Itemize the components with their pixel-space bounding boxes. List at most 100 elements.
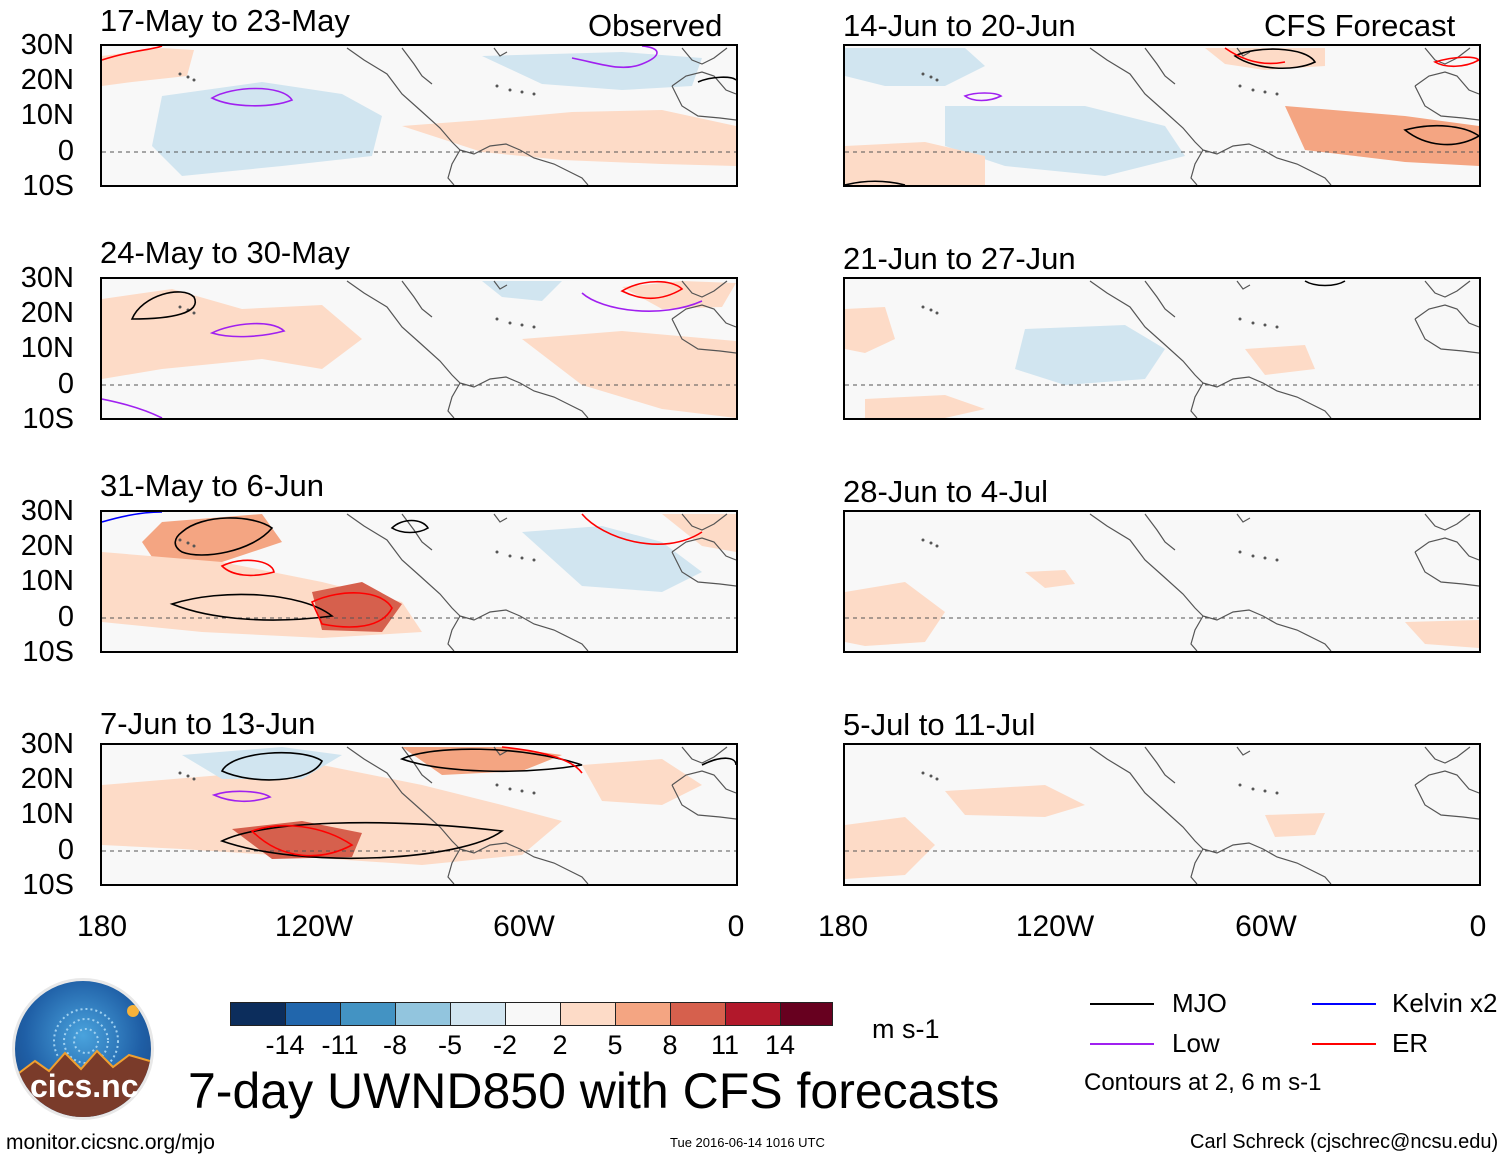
wind-anomaly-shading	[232, 821, 362, 859]
map-graphic	[845, 47, 1479, 185]
wave-contour	[209, 322, 286, 338]
island	[520, 90, 524, 94]
lat-label-10n: 10N	[20, 798, 74, 830]
cicsnc-logo	[12, 978, 154, 1120]
island	[508, 321, 512, 325]
island	[520, 789, 524, 793]
coastline	[346, 280, 461, 384]
coastline	[1236, 47, 1251, 57]
island	[508, 88, 512, 92]
coastline	[1414, 537, 1479, 561]
coastline	[1144, 47, 1176, 85]
island	[178, 771, 182, 775]
colorbar-tick: 11	[710, 1030, 740, 1060]
island	[186, 774, 190, 778]
map-graphic	[845, 280, 1479, 418]
wind-anomaly-shading	[1285, 106, 1479, 166]
wave-contour	[701, 757, 736, 766]
coastline	[346, 47, 461, 151]
map-panel-fcst-2	[843, 277, 1481, 420]
map-graphic	[102, 512, 736, 651]
wind-anomaly-shading	[142, 514, 282, 572]
coastline	[671, 551, 736, 587]
coastline	[671, 770, 736, 794]
lat-label-10s: 10S	[22, 869, 74, 901]
coastline	[1089, 280, 1204, 384]
coastline	[1144, 746, 1176, 784]
island	[186, 75, 190, 79]
panel-title-obs-2: 24-May to 30-May	[100, 235, 350, 270]
island	[495, 550, 499, 554]
wave-contour	[174, 517, 274, 556]
colorbar-bin	[340, 1002, 396, 1026]
coastline	[447, 615, 461, 651]
coastline	[459, 143, 589, 185]
coastline	[1424, 513, 1471, 531]
wave-contour	[963, 92, 1003, 102]
coastline	[1144, 280, 1176, 318]
colorbar-tick: 8	[662, 1030, 678, 1060]
lat-label-20n: 20N	[20, 530, 74, 562]
coastline	[671, 537, 736, 561]
lat-label-0: 0	[57, 834, 74, 866]
wind-anomaly-shading	[865, 395, 985, 418]
wind-anomaly-shading	[1015, 325, 1165, 385]
colorbar-bin	[450, 1002, 506, 1026]
map-graphic	[845, 513, 1479, 651]
legend-line-low	[1090, 1043, 1154, 1045]
coastline	[346, 746, 461, 850]
wind-anomaly-shading	[522, 526, 702, 592]
wind-anomaly-shading	[482, 281, 562, 301]
colorbar-tick: -5	[437, 1030, 462, 1060]
wind-anomaly-shading	[152, 82, 382, 176]
coastline	[1190, 382, 1204, 418]
wave-contour	[845, 180, 906, 185]
coastline	[681, 746, 728, 764]
legend-label-mjo: MJO	[1172, 988, 1227, 1018]
island	[178, 305, 182, 309]
island	[935, 777, 939, 781]
wind-anomaly-shading	[945, 785, 1085, 817]
wave-contour	[399, 748, 583, 773]
map-panel-fcst-4	[843, 743, 1481, 886]
wind-anomaly-shading	[622, 281, 736, 309]
coastline	[681, 513, 728, 531]
coastline	[1089, 47, 1204, 151]
coastline	[1414, 71, 1479, 95]
coastline	[1414, 318, 1479, 354]
map-panel-fcst-3	[843, 510, 1481, 653]
wind-anomaly-shading	[1245, 345, 1315, 375]
island	[921, 72, 925, 76]
coastline	[447, 382, 461, 418]
island	[1251, 88, 1255, 92]
coastline	[671, 784, 736, 820]
coastline	[1190, 848, 1204, 884]
panel-title-fcst-2: 21-Jun to 27-Jun	[843, 241, 1076, 276]
island	[929, 75, 933, 79]
coastline	[1414, 551, 1479, 587]
wave-contour	[169, 593, 334, 621]
lat-label-30n: 30N	[20, 262, 74, 294]
map-graphic	[102, 746, 736, 884]
lat-label-0: 0	[57, 601, 74, 633]
coastline	[1414, 85, 1479, 121]
legend-label-low: Low	[1172, 1028, 1220, 1058]
contour-note: Contours at 2, 6 m s-1	[1084, 1069, 1322, 1096]
logo-text: cics.nc	[30, 1068, 139, 1104]
coastline	[1414, 784, 1479, 820]
colorbar-bin	[615, 1002, 671, 1026]
wind-anomaly-shading	[522, 331, 736, 418]
wave-contour	[210, 87, 294, 107]
footer-url[interactable]: monitor.cicsnc.org/mjo	[6, 1131, 215, 1154]
island	[192, 544, 196, 548]
coastline	[1202, 143, 1332, 185]
coastline	[1202, 842, 1332, 884]
units-label: m s-1	[872, 1014, 940, 1044]
island	[508, 787, 512, 791]
coastline	[493, 513, 508, 523]
coastline	[671, 85, 736, 121]
colorbar-tick: -11	[321, 1030, 359, 1060]
lat-label-30n: 30N	[20, 29, 74, 61]
island	[532, 791, 536, 795]
coastline	[1202, 609, 1332, 651]
